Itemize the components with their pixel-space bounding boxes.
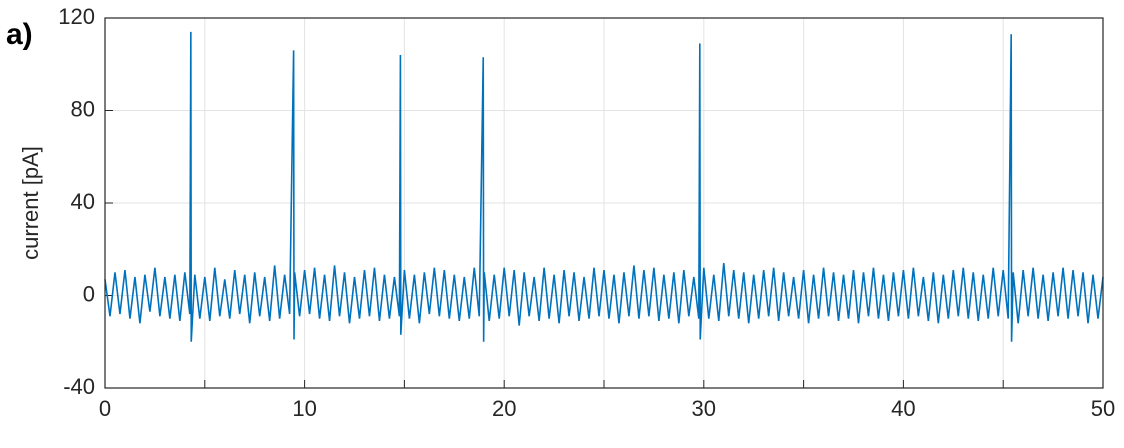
x-tick-label: 20 bbox=[492, 396, 516, 421]
x-tick-label: 10 bbox=[292, 396, 316, 421]
signal-trace bbox=[104, 31, 1104, 342]
y-tick-label: -40 bbox=[63, 374, 95, 399]
panel-label: a) bbox=[6, 18, 33, 51]
y-tick-label: 80 bbox=[71, 96, 95, 121]
y-axis-label: current [pA] bbox=[18, 146, 43, 260]
y-tick-label: 0 bbox=[83, 281, 95, 306]
x-tick-label: 40 bbox=[891, 396, 915, 421]
x-tick-label: 50 bbox=[1091, 396, 1115, 421]
y-tick-label: 120 bbox=[58, 4, 95, 29]
y-tick-label: 40 bbox=[71, 189, 95, 214]
x-tick-label: 30 bbox=[692, 396, 716, 421]
plot-frame bbox=[104, 17, 1104, 389]
x-tick-label: 0 bbox=[99, 396, 111, 421]
